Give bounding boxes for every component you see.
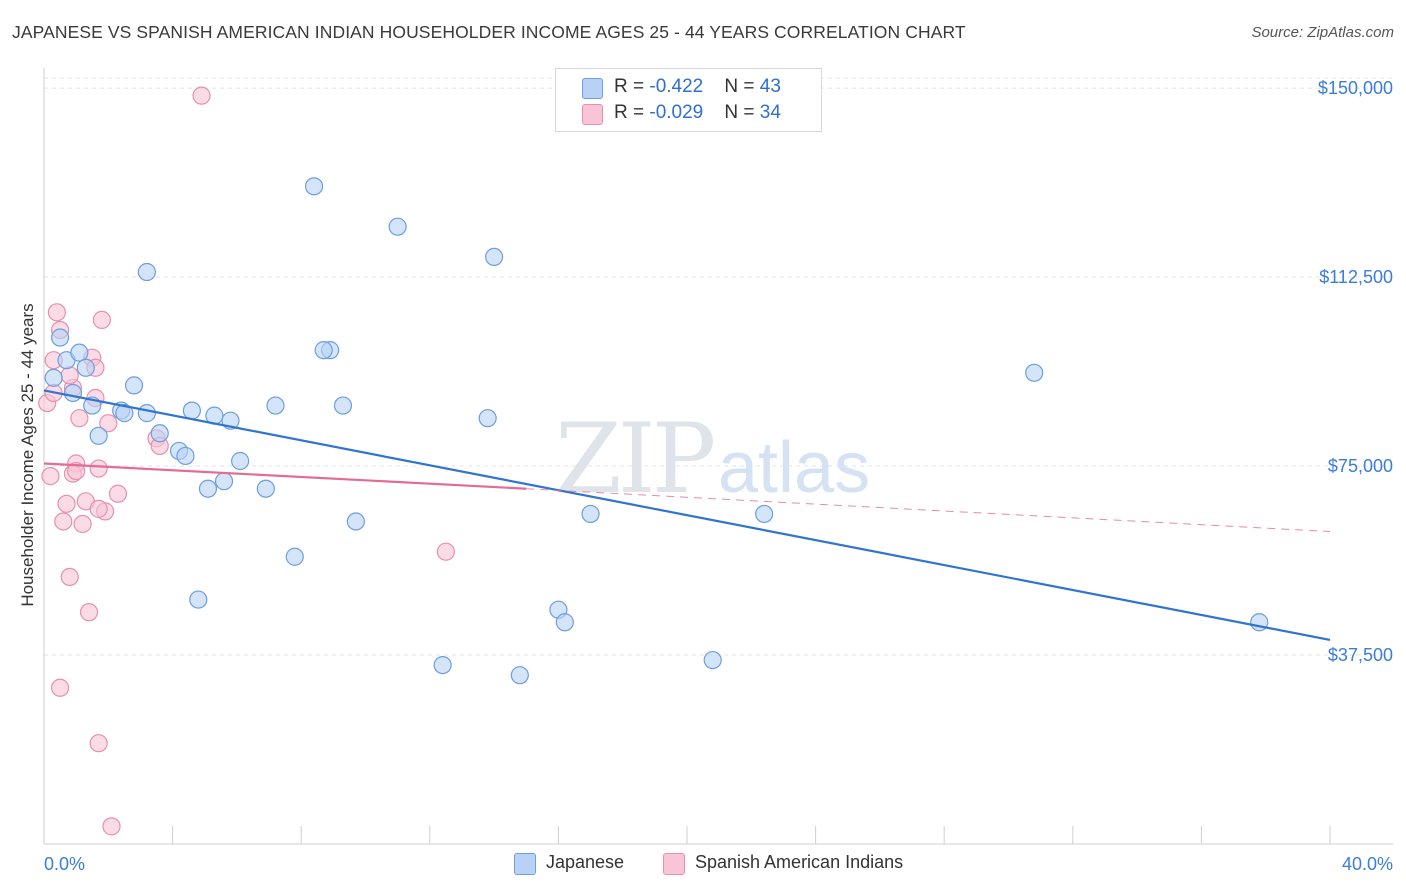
spanish-point	[99, 414, 118, 433]
spanish-trendline	[43, 462, 527, 490]
y-tick-label: $37,500	[1328, 645, 1393, 665]
source-label: Source: ZipAtlas.com	[1251, 24, 1394, 41]
japanese-point	[44, 368, 63, 387]
japanese-legend-swatch	[514, 853, 536, 875]
watermark-zip: ZIP	[555, 403, 714, 515]
japanese-point	[89, 426, 108, 445]
spanish-point	[54, 512, 73, 531]
chart-title: JAPANESE VS SPANISH AMERICAN INDIAN HOUS…	[12, 22, 966, 42]
spanish-point	[41, 467, 60, 486]
japanese-point	[1025, 363, 1044, 382]
japanese-point	[50, 328, 70, 347]
japanese-point	[510, 666, 529, 685]
spanish-point	[60, 366, 79, 385]
y-tick-label: $150,000	[1318, 78, 1393, 98]
spanish-point	[102, 817, 121, 836]
spanish-point	[79, 603, 99, 622]
japanese-point	[124, 376, 144, 395]
japanese-point	[70, 343, 89, 362]
japanese-point	[115, 404, 134, 423]
n-label: N =	[724, 76, 760, 97]
legend-label: Spanish American Indians	[695, 852, 904, 872]
r-value: -0.029	[649, 102, 704, 123]
japanese-point	[214, 472, 234, 491]
spanish-point	[47, 303, 66, 322]
n-label: N =	[724, 102, 760, 123]
spanish-point	[73, 514, 92, 534]
correlation-legend: R = -0.422 N = 43 R = -0.029 N = 34	[555, 68, 822, 132]
spanish-point	[70, 409, 89, 428]
japanese-point	[150, 424, 169, 443]
spanish-point	[89, 459, 108, 478]
spanish-point	[108, 484, 128, 503]
spanish-legend-swatch	[663, 853, 685, 875]
r-label: R =	[614, 102, 650, 123]
spanish-point	[67, 461, 86, 481]
japanese-point	[182, 401, 201, 420]
spanish-point	[436, 542, 455, 561]
y-tick-label: $75,000	[1328, 456, 1393, 476]
spanish-point	[89, 499, 108, 518]
japanese-point	[137, 262, 156, 282]
japanese-point	[478, 409, 497, 428]
spanish-point	[50, 678, 70, 697]
n-value: 34	[759, 102, 781, 123]
legend-label: Japanese	[546, 852, 625, 872]
spanish-point	[60, 567, 79, 587]
japanese-point	[703, 650, 722, 670]
japanese-point	[176, 446, 195, 466]
spanish-point	[92, 310, 111, 329]
japanese-point	[581, 504, 600, 524]
japanese-point	[333, 396, 353, 415]
r-value: -0.422	[649, 76, 704, 97]
japanese-point	[433, 655, 452, 675]
y-tick-label: $112,500	[1319, 267, 1393, 287]
japanese-point	[485, 247, 504, 267]
japanese-point	[256, 479, 275, 498]
japanese-point	[198, 479, 218, 498]
x-tick-label: 0.0%	[44, 854, 85, 874]
spanish-point	[89, 734, 108, 753]
watermark-atlas: atlas	[718, 428, 870, 508]
spanish-swatch	[582, 104, 603, 125]
japanese-swatch	[582, 78, 603, 99]
r-label: R =	[614, 76, 650, 97]
japanese-point	[266, 396, 285, 415]
spanish-point	[192, 86, 211, 105]
japanese-point	[346, 512, 365, 531]
japanese-point	[137, 404, 156, 423]
x-tick-label: 40.0%	[1342, 854, 1393, 874]
japanese-point	[63, 383, 83, 403]
n-value: 43	[759, 76, 781, 97]
japanese-point	[304, 177, 324, 196]
japanese-point	[231, 451, 250, 471]
y-axis-label: Householder Income Ages 25 - 44 years	[18, 303, 37, 607]
japanese-point	[76, 358, 95, 377]
spanish-point	[57, 494, 76, 513]
japanese-point	[755, 504, 774, 524]
japanese-point	[555, 613, 574, 632]
japanese-point	[189, 590, 208, 609]
japanese-point	[285, 547, 304, 566]
japanese-trendline	[43, 389, 1331, 641]
japanese-point	[388, 217, 407, 236]
japanese-point	[314, 341, 333, 360]
